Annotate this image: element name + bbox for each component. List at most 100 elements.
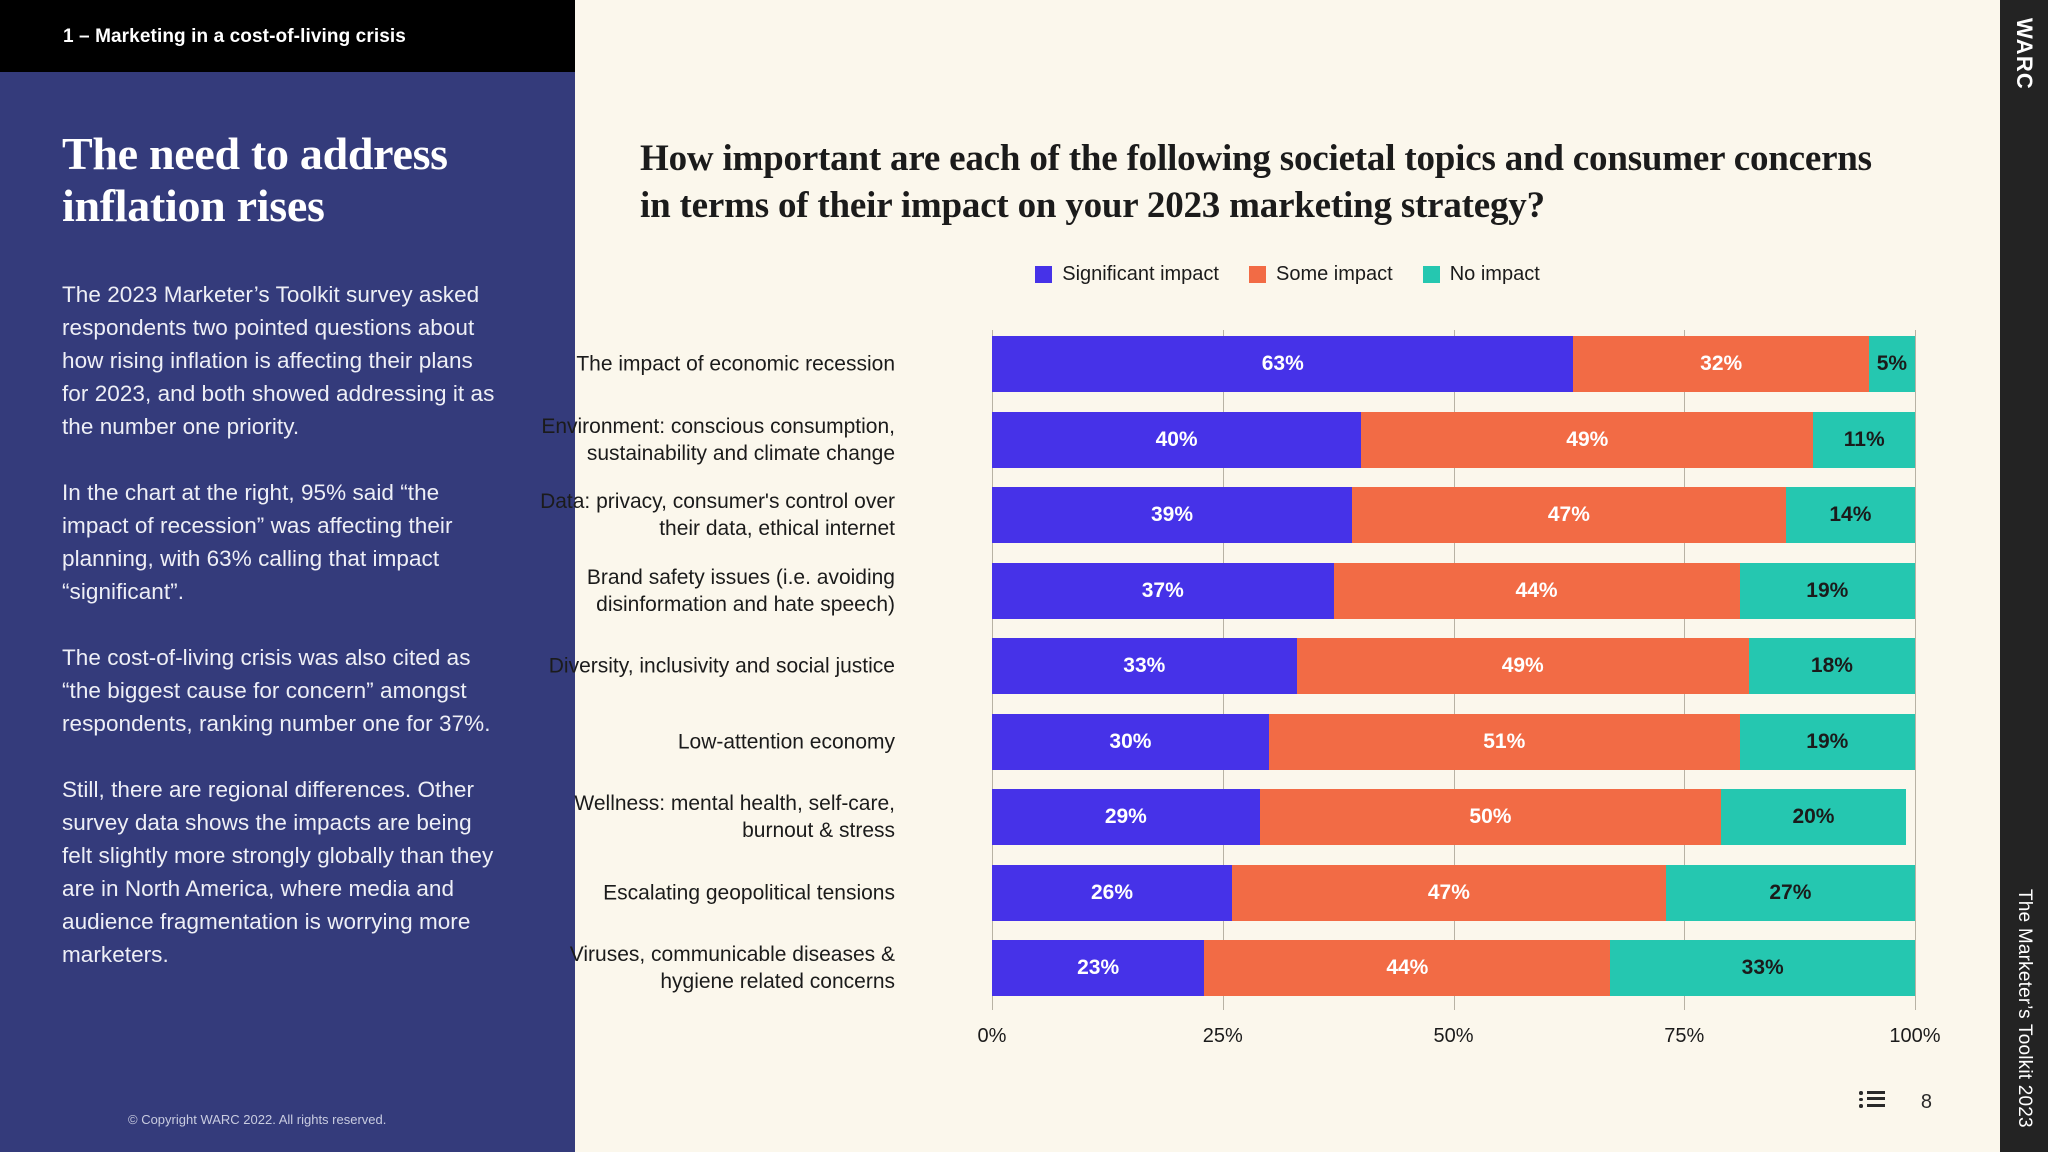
gridline <box>1915 330 1916 1010</box>
x-axis-tick: 25% <box>1202 1025 1243 1047</box>
sidebar: 1 – Marketing in a cost-of-living crisis… <box>0 0 575 1152</box>
bar-segment-no-impact[interactable]: 5% <box>1868 336 1915 392</box>
category-label: Low-attention economy <box>677 730 895 753</box>
category-label: Viruses, communicable diseases & hygiene… <box>569 943 895 993</box>
bar-segment-some-impact[interactable]: 51% <box>1268 713 1740 770</box>
category-label: Brand safety issues (i.e. avoiding disin… <box>586 565 895 616</box>
bar-value-label: 44% <box>1515 578 1558 602</box>
legend-swatch-icon <box>1249 266 1266 283</box>
bar-row: 26% 47% 27% <box>992 864 1915 921</box>
bar-segment-some-impact[interactable]: 44% <box>1333 562 1740 619</box>
section-label: 1 – Marketing in a cost-of-living crisis <box>63 26 406 47</box>
bar-segment-some-impact[interactable]: 47% <box>1351 487 1786 543</box>
bar-value-label: 26% <box>1090 880 1133 904</box>
bar-value-label: 19% <box>1806 729 1849 753</box>
legend-label: Significant impact <box>1062 263 1219 285</box>
sidebar-paragraph: Still, there are regional differences. O… <box>62 777 494 967</box>
legend-swatch-icon <box>1422 266 1440 283</box>
bar-segment-no-impact[interactable]: 11% <box>1813 411 1915 468</box>
bar-value-label: 18% <box>1810 654 1853 677</box>
bar-segment-some-impact[interactable]: 44% <box>1204 940 1611 996</box>
bar-segment-significant-impact[interactable]: 30% <box>992 713 1269 770</box>
bar-segment-no-impact[interactable]: 18% <box>1748 638 1915 694</box>
bar-value-label: 5% <box>1876 352 1908 375</box>
bar-segment-significant-impact[interactable]: 37% <box>992 562 1334 619</box>
bar-row: 30% 51% 19% <box>992 713 1915 770</box>
legend-item[interactable]: Significant impact <box>1035 263 1219 286</box>
bar-segment-some-impact[interactable]: 32% <box>1573 336 1869 392</box>
sidebar-paragraph: The cost-of-living crisis was also cited… <box>62 645 491 736</box>
category-label: Environment: conscious consumption, sust… <box>541 414 895 465</box>
bar-value-label: 51% <box>1483 729 1526 753</box>
bar-row: 23% 44% 33% <box>992 940 1915 996</box>
bar-segment-significant-impact[interactable]: 33% <box>992 638 1297 694</box>
legend-swatch-icon <box>1035 266 1053 283</box>
bar-value-label: 50% <box>1469 805 1512 828</box>
bar-value-label: 23% <box>1077 956 1120 979</box>
x-axis-tick: 0% <box>977 1025 1007 1047</box>
bar-segment-no-impact[interactable]: 27% <box>1665 864 1915 921</box>
legend-item[interactable]: Some impact <box>1249 263 1393 286</box>
category-label: Diversity, inclusivity and social justic… <box>548 654 895 678</box>
bar-value-label: 47% <box>1547 503 1590 526</box>
bar-segment-no-impact[interactable]: 14% <box>1785 487 1915 543</box>
bar-value-label: 20% <box>1792 805 1835 828</box>
bar-segment-some-impact[interactable]: 47% <box>1231 864 1666 921</box>
bar-value-label: 39% <box>1150 503 1193 526</box>
copyright-notice: © Copyright WARC 2022. All rights reserv… <box>128 1112 387 1127</box>
sidebar-body-text: The 2023 Marketer’s Toolkit survey asked… <box>62 278 502 1004</box>
legend-label: Some impact <box>1276 263 1393 285</box>
bar-segment-some-impact[interactable]: 49% <box>1361 411 1814 468</box>
bar-value-label: 37% <box>1141 578 1184 602</box>
sidebar-paragraph: The 2023 Marketer’s Toolkit survey asked… <box>62 282 495 439</box>
bar-row: 29% 50% 20% <box>992 789 1915 845</box>
bar-segment-no-impact[interactable]: 19% <box>1739 713 1915 770</box>
bar-row: 33% 49% 18% <box>992 638 1915 694</box>
category-label: Wellness: mental health, self-care, burn… <box>574 792 895 842</box>
bar-segment-some-impact[interactable]: 49% <box>1296 638 1749 694</box>
bar-value-label: 32% <box>1700 352 1743 375</box>
category-label: Data: privacy, consumer's control over t… <box>540 490 895 540</box>
bar-row: 63% 32% 5% <box>992 336 1915 392</box>
chart-title: How important are each of the following … <box>640 138 1872 226</box>
plot-rows: The impact of economic recession 63% 32% 5%… <box>540 330 1941 1047</box>
bar-value-label: 27% <box>1769 880 1812 904</box>
chart-legend: Significant impact Some impact No impact <box>575 263 2000 286</box>
rail-footer-label: The Marketer’s Toolkit 2023 <box>2014 889 2035 1128</box>
main-content: How important are each of the following … <box>540 0 2000 1152</box>
bar-value-label: 33% <box>1741 956 1784 979</box>
x-axis-tick: 50% <box>1433 1025 1474 1047</box>
bar-segment-significant-impact[interactable]: 23% <box>992 940 1205 996</box>
category-label: Escalating geopolitical tensions <box>603 881 895 904</box>
page-number: 8 <box>1920 1091 1932 1113</box>
sidebar-paragraph: In the chart at the right, 95% said “the… <box>62 480 453 604</box>
bar-segment-some-impact[interactable]: 50% <box>1259 789 1722 845</box>
bar-segment-significant-impact[interactable]: 29% <box>992 789 1260 845</box>
stacked-bar-chart: The impact of economic recession 63% 32% 5%… <box>540 330 2000 1047</box>
bar-segment-significant-impact[interactable]: 40% <box>992 411 1362 468</box>
warc-logo: WARC <box>2012 18 2037 91</box>
page-title: The need to address inflation rises <box>62 128 448 231</box>
bar-value-label: 49% <box>1566 427 1609 451</box>
bar-row: 37% 44% 19% <box>992 562 1915 619</box>
bar-value-label: 33% <box>1123 654 1166 677</box>
bar-value-label: 63% <box>1261 352 1304 375</box>
bar-value-label: 47% <box>1427 880 1470 904</box>
bar-segment-significant-impact[interactable]: 63% <box>992 336 1574 392</box>
bar-value-label: 40% <box>1155 427 1198 451</box>
bar-row: 40% 49% 11% <box>992 411 1915 468</box>
bar-value-label: 44% <box>1386 956 1429 979</box>
list-icon[interactable] <box>1859 1090 1885 1108</box>
bar-value-label: 49% <box>1501 654 1544 677</box>
bar-value-label: 30% <box>1109 729 1152 753</box>
bar-row: 39% 47% 14% <box>992 487 1915 543</box>
bar-segment-significant-impact[interactable]: 26% <box>992 864 1232 921</box>
legend-label: No impact <box>1449 263 1540 285</box>
bar-value-label: 29% <box>1104 805 1147 828</box>
bar-segment-no-impact[interactable]: 20% <box>1721 789 1906 845</box>
bar-segment-no-impact[interactable]: 33% <box>1610 940 1915 996</box>
legend-item[interactable]: No impact <box>1422 263 1540 286</box>
bar-segment-no-impact[interactable]: 19% <box>1739 562 1915 619</box>
bar-segment-significant-impact[interactable]: 39% <box>992 487 1352 543</box>
